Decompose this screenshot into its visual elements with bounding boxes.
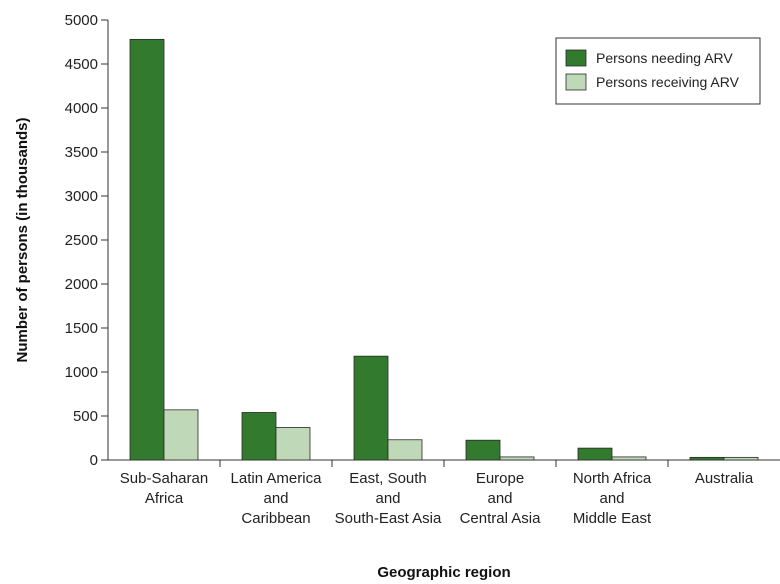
x-category-label: Australia (695, 470, 754, 487)
x-category-label-line: South-East Asia (335, 510, 442, 527)
x-category-label-line: East, South (349, 470, 427, 487)
legend-label: Persons receiving ARV (596, 74, 740, 90)
bar-receiving (611, 456, 647, 461)
x-category-label-line: Africa (145, 490, 184, 507)
x-category-label-line: Central Asia (460, 510, 542, 527)
bar-receiving (163, 409, 199, 461)
x-axis: Sub-Saharan Africa Latin America and Caribbe… (108, 459, 780, 527)
legend-swatch (565, 73, 587, 91)
x-category-label-line: Middle East (573, 510, 652, 527)
bar-needing (577, 447, 613, 461)
x-category-label: Latin America and Caribbean (231, 470, 323, 527)
x-category-label-line: and (487, 490, 512, 507)
x-category-label: East, South and South-East Asia (335, 470, 442, 527)
x-category-label-line: Caribbean (241, 510, 310, 527)
x-axis-title: Geographic region (377, 564, 510, 581)
y-axis: 0 500 1000 1500 2000 2500 3000 3500 4000 4500 5000 (65, 12, 109, 469)
y-tick-label: 0 (90, 452, 98, 469)
legend-label: Persons needing ARV (596, 50, 733, 66)
x-category-label-line: and (263, 490, 288, 507)
x-category-label-line: Europe (476, 470, 524, 487)
legend-swatch (565, 49, 587, 67)
bar-needing (129, 38, 165, 461)
bar-receiving (723, 456, 759, 461)
y-tick-label: 4000 (65, 100, 98, 117)
x-category-label: North Africa and Middle East (573, 470, 652, 527)
bar-receiving (275, 427, 311, 461)
bar-receiving (387, 439, 423, 461)
bar-needing (241, 412, 277, 461)
y-axis-title: Number of persons (in thousands) (14, 117, 31, 362)
x-category-label: Europe and Central Asia (460, 470, 542, 527)
y-tick-label: 500 (73, 408, 98, 425)
y-tick-label: 3500 (65, 144, 98, 161)
bar-needing (689, 456, 725, 461)
bars (129, 38, 759, 461)
legend-box (555, 37, 761, 105)
y-tick-label: 2500 (65, 232, 98, 249)
y-tick-label: 1500 (65, 320, 98, 337)
bar-needing (353, 355, 389, 461)
x-category-label-line: North Africa (573, 470, 652, 487)
y-tick-label: 1000 (65, 364, 98, 381)
legend: Persons needing ARV Persons receiving ARV (555, 37, 761, 105)
x-category-label-line: and (375, 490, 400, 507)
x-category-label: Sub-Saharan Africa (120, 470, 208, 507)
bar-receiving (499, 456, 535, 461)
y-tick-label: 3000 (65, 188, 98, 205)
x-category-label-line: Latin America (231, 470, 323, 487)
x-category-label-line: Australia (695, 470, 754, 487)
x-category-label-line: Sub-Saharan (120, 470, 208, 487)
x-category-label-line: and (599, 490, 624, 507)
y-tick-label: 4500 (65, 56, 98, 73)
bar-needing (465, 439, 501, 461)
y-tick-label: 2000 (65, 276, 98, 293)
y-tick-label: 5000 (65, 12, 98, 29)
